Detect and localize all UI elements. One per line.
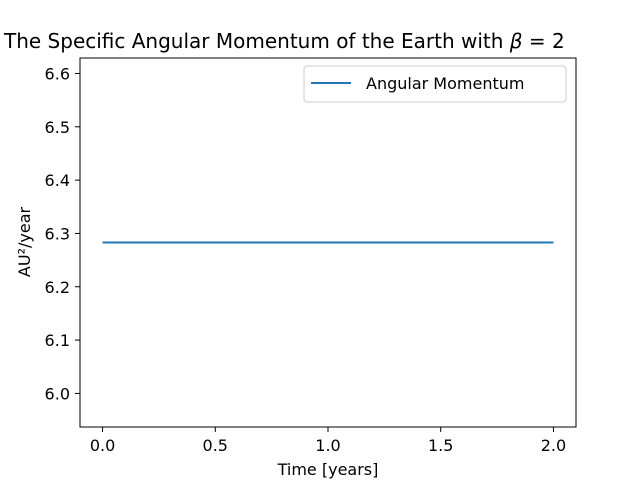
- y-tick-label: 6.2: [45, 278, 70, 297]
- x-tick-label: 1.0: [315, 436, 340, 455]
- x-axis-ticks: 0.0 0.5 1.0 1.5 2.0: [90, 427, 566, 455]
- legend-label: Angular Momentum: [366, 74, 524, 93]
- x-axis-label: Time [years]: [277, 460, 379, 479]
- legend: Angular Momentum: [303, 65, 567, 103]
- x-tick-label: 1.5: [428, 436, 453, 455]
- x-tick-label: 2.0: [541, 436, 566, 455]
- y-axis-ticks: 6.0 6.1 6.2 6.3 6.4 6.5 6.6: [45, 64, 80, 403]
- y-tick-label: 6.4: [45, 171, 70, 190]
- y-tick-label: 6.5: [45, 118, 70, 137]
- x-tick-label: 0.0: [90, 436, 115, 455]
- y-tick-label: 6.3: [45, 224, 70, 243]
- y-tick-label: 6.6: [45, 64, 70, 83]
- y-axis-label: AU²/year: [15, 207, 34, 278]
- chart-title: The Specific Angular Momentum of the Ear…: [3, 29, 565, 53]
- x-tick-label: 0.5: [203, 436, 228, 455]
- legend-box: [303, 65, 567, 103]
- y-tick-label: 6.0: [45, 384, 70, 403]
- y-tick-label: 6.1: [45, 331, 70, 350]
